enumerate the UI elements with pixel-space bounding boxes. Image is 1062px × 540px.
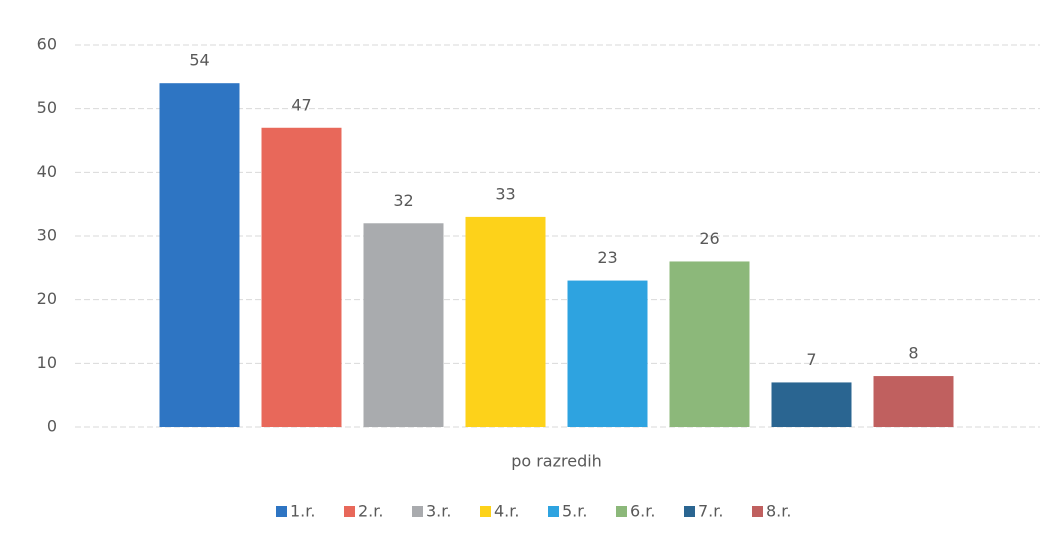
legend-label: 4.r. (494, 502, 519, 521)
data-label: 32 (393, 191, 413, 210)
bar (567, 280, 648, 427)
bar (261, 127, 342, 428)
legend-swatch (276, 506, 287, 517)
y-tick-label: 50 (37, 98, 57, 117)
legend-swatch (480, 506, 491, 517)
legend-label: 3.r. (426, 502, 451, 521)
legend-label: 1.r. (290, 502, 315, 521)
legend-swatch (548, 506, 559, 517)
y-tick-label: 20 (37, 289, 57, 308)
data-label: 7 (806, 350, 816, 369)
y-tick-label: 0 (47, 417, 57, 436)
data-label: 8 (908, 344, 918, 363)
bar (669, 261, 750, 427)
legend-label: 6.r. (630, 502, 655, 521)
y-tick-label: 10 (37, 353, 57, 372)
bar (465, 216, 546, 427)
y-tick-label: 60 (37, 35, 57, 54)
legend-label: 2.r. (358, 502, 383, 521)
data-label: 54 (189, 51, 209, 70)
data-label: 23 (597, 248, 617, 267)
bar (159, 83, 240, 427)
data-label: 26 (699, 229, 719, 248)
y-tick-label: 30 (37, 226, 57, 245)
x-tick-label: po razredih (511, 452, 602, 471)
legend-label: 8.r. (766, 502, 791, 521)
data-label: 33 (495, 184, 515, 203)
legend-label: 5.r. (562, 502, 587, 521)
y-tick-label: 40 (37, 162, 57, 181)
legend-swatch (616, 506, 627, 517)
legend-label: 7.r. (698, 502, 723, 521)
legend-swatch (412, 506, 423, 517)
bar (873, 376, 954, 427)
bar (771, 382, 852, 427)
bar (363, 223, 444, 427)
legend-swatch (684, 506, 695, 517)
legend-swatch (344, 506, 355, 517)
legend-swatch (752, 506, 763, 517)
data-label: 47 (291, 95, 311, 114)
